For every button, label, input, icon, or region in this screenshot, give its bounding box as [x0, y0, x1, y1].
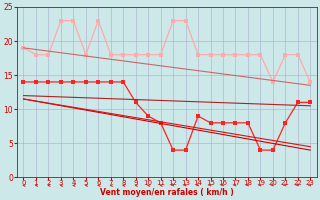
X-axis label: Vent moyen/en rafales ( km/h ): Vent moyen/en rafales ( km/h )	[100, 188, 234, 197]
